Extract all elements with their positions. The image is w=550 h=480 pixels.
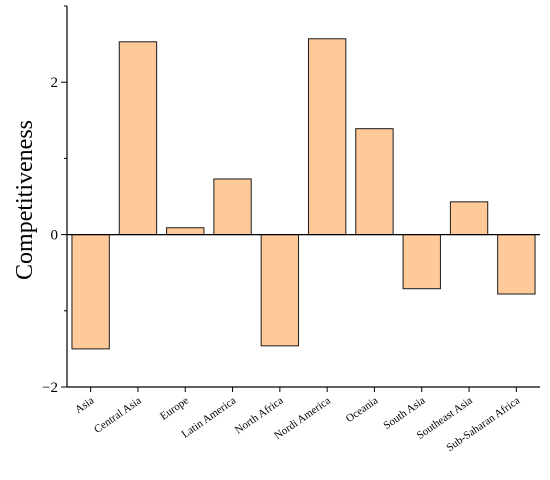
bar (213, 178, 252, 236)
x-tick-label: South Asia (381, 395, 427, 432)
x-tick-label: Oceania (344, 395, 380, 426)
y-tick-label: 2 (51, 75, 59, 91)
bar (71, 234, 110, 350)
y-tick-label: 0 (51, 228, 59, 244)
y-axis-label: Competitiveness (12, 120, 38, 280)
bar (355, 128, 394, 236)
bar (402, 234, 441, 290)
x-tick-label: Central Asia (92, 395, 144, 436)
x-tick-label: Europe (158, 395, 191, 423)
bar (497, 234, 536, 295)
bar (118, 41, 158, 236)
bar (260, 234, 300, 347)
bar (307, 38, 347, 236)
bars (71, 38, 536, 350)
bar (449, 201, 489, 236)
bar (166, 227, 205, 236)
y-tick-label: −2 (42, 380, 58, 396)
x-tick-label: Asia (73, 395, 96, 416)
y-ticks: −2 0 2 (42, 5, 67, 396)
